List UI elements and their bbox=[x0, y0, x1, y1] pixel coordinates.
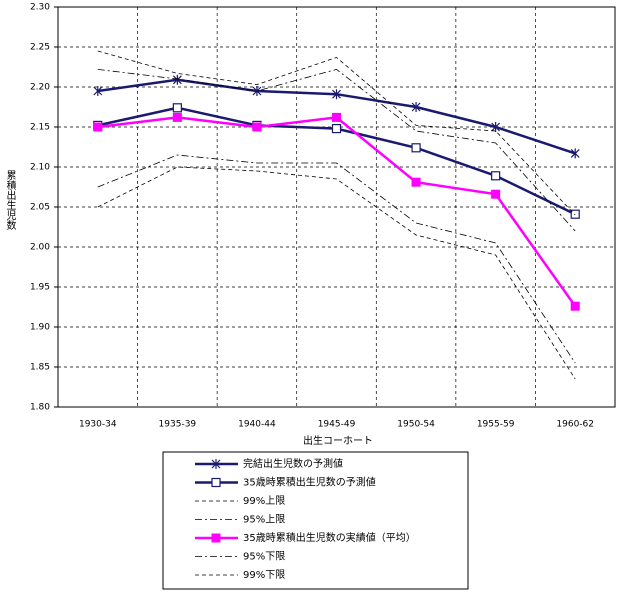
legend-marker bbox=[211, 533, 221, 543]
marker bbox=[172, 74, 182, 85]
y-tick-label: 2.30 bbox=[30, 3, 50, 13]
marker bbox=[172, 103, 182, 113]
legend-label: 99%下限 bbox=[243, 569, 285, 581]
marker bbox=[411, 102, 421, 112]
marker bbox=[93, 86, 103, 96]
legend-label: 35歳時累積出生児数の予測値 bbox=[243, 476, 376, 489]
x-axis-title: 出生コーホート bbox=[303, 434, 373, 447]
legend-label: 99%上限 bbox=[243, 495, 285, 507]
series-line bbox=[97, 68, 576, 232]
marker bbox=[570, 301, 580, 311]
marker bbox=[411, 177, 421, 187]
legend-marker bbox=[211, 459, 221, 469]
y-tick-label: 2.25 bbox=[30, 43, 50, 53]
y-tick-label: 2.20 bbox=[30, 83, 50, 93]
y-tick-label: 2.15 bbox=[30, 123, 50, 133]
x-tick-label: 1955-59 bbox=[477, 420, 515, 430]
marker bbox=[252, 122, 262, 132]
series-line bbox=[97, 116, 577, 307]
y-tick-label: 2.10 bbox=[30, 163, 50, 173]
legend-label: 35歳時累積出生児数の実績値（平均） bbox=[243, 531, 416, 544]
y-tick-label: 1.85 bbox=[30, 363, 50, 373]
y-tick-label: 2.00 bbox=[30, 243, 50, 253]
marker bbox=[491, 189, 501, 199]
series-line bbox=[97, 106, 576, 216]
y-axis-title: 累積出生児数 bbox=[4, 170, 16, 231]
marker bbox=[332, 89, 341, 100]
y-tick-label: 2.05 bbox=[30, 203, 50, 213]
series-line bbox=[97, 154, 576, 364]
y-tick-label: 1.90 bbox=[30, 323, 50, 333]
x-tick-label: 1950-54 bbox=[397, 420, 435, 430]
y-tick-label: 1.95 bbox=[30, 283, 50, 293]
legend-label: 95%下限 bbox=[243, 551, 285, 563]
legend-label: 95%上限 bbox=[243, 514, 285, 526]
marker bbox=[332, 112, 341, 122]
y-tick-label: 1.80 bbox=[30, 403, 50, 413]
marker bbox=[331, 123, 342, 134]
marker bbox=[570, 148, 580, 159]
series-line bbox=[97, 50, 576, 216]
marker bbox=[172, 112, 182, 122]
x-tick-label: 1940-44 bbox=[238, 420, 276, 430]
legend-marker bbox=[211, 477, 221, 488]
legend-label: 完結出生児数の予測値 bbox=[243, 457, 343, 470]
legend bbox=[162, 451, 469, 590]
x-tick-label: 1945-49 bbox=[318, 420, 356, 430]
x-tick-label: 1960-62 bbox=[556, 420, 594, 430]
series-line bbox=[97, 166, 576, 380]
marker bbox=[491, 171, 501, 181]
marker bbox=[491, 122, 501, 132]
x-tick-label: 1935-39 bbox=[159, 420, 197, 430]
x-tick-label: 1930-34 bbox=[79, 420, 117, 430]
marker bbox=[93, 122, 103, 132]
marker bbox=[570, 209, 580, 219]
marker bbox=[411, 143, 421, 153]
